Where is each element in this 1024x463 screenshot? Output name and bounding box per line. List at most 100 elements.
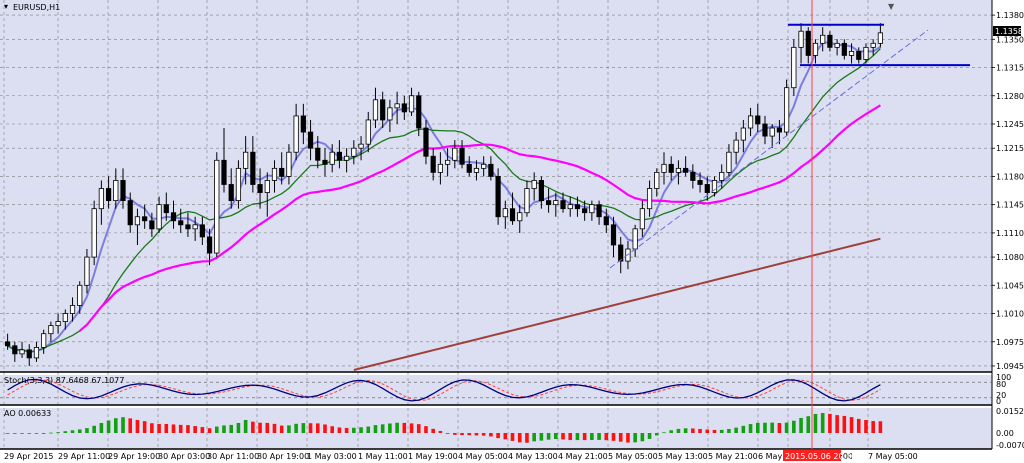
bear-candle (668, 163, 674, 173)
bull-candle (329, 151, 335, 165)
bear-candle (170, 212, 177, 222)
ao-bar-up (85, 428, 89, 433)
stochastic-panel[interactable] (0, 375, 992, 405)
ao-bar-down (611, 433, 616, 441)
ao-bar-up (366, 426, 371, 433)
bear-candle (495, 176, 501, 218)
bull-candle (733, 139, 739, 153)
bear-candle (380, 99, 386, 121)
ao-bar-up (352, 427, 356, 433)
price-tick-label: 1.1010 (996, 310, 1024, 319)
ao-bar-down (258, 422, 262, 433)
time-tick-label: 5 May 13:00 (658, 452, 708, 461)
ao-bar-up (63, 431, 68, 433)
bear-candle (610, 224, 617, 246)
ao-bar-down (402, 422, 407, 433)
ao-bar-down (157, 423, 161, 433)
bear-candle (257, 184, 263, 193)
time-tick-label: 21:00 (830, 452, 853, 461)
ao-bar-up (719, 429, 724, 433)
ao-bar-down (503, 433, 508, 440)
ao-bar-down (618, 433, 623, 442)
bear-candle (582, 208, 588, 214)
price-tick-label: 1.0975 (996, 338, 1024, 347)
ao-bar-down (323, 424, 327, 433)
bull-candle (394, 103, 400, 109)
ao-bar-down (207, 428, 212, 433)
bear-candle (762, 123, 768, 137)
ao-bar-up (792, 420, 796, 433)
bear-candle (776, 127, 783, 133)
bull-candle (387, 107, 393, 121)
ao-bar-up (647, 433, 652, 439)
ao-bar-down (691, 428, 695, 433)
bull-candle (531, 180, 537, 189)
bear-candle (697, 180, 703, 185)
bear-candle (560, 200, 566, 210)
ao-bar-up (49, 432, 53, 434)
ao-bar-up (727, 428, 731, 433)
bear-candle (704, 184, 710, 193)
chart-menu-icon[interactable]: ▾ (4, 2, 8, 11)
bear-candle (459, 147, 465, 165)
moving-averages (7, 41, 881, 371)
ao-bar-up (380, 424, 385, 433)
time-tick-label: 1 May 03:00 (307, 452, 357, 461)
ao-bar-down (416, 424, 421, 433)
ao-bar-up (784, 422, 789, 433)
time-tick-label: 29 Apr 2015 (4, 452, 53, 461)
drawn-lines[interactable] (609, 0, 970, 449)
ao-bar-up (546, 433, 551, 440)
ao-bar-down (41, 433, 46, 434)
bear-candle (221, 159, 227, 185)
bull-candle (264, 180, 270, 193)
bull-candle (235, 167, 242, 202)
ao-bar-down (777, 422, 782, 433)
bear-candle (250, 151, 256, 185)
ao-bar-down (337, 427, 342, 433)
bear-candle (538, 180, 544, 202)
bull-candle (408, 95, 415, 113)
bear-candle (805, 30, 811, 56)
bull-candle (639, 208, 645, 230)
bull-candle (271, 167, 278, 181)
time-tick-label: 4 May 05:00 (458, 452, 508, 461)
bear-candle (322, 159, 328, 165)
ao-bar-down (489, 433, 493, 437)
bull-candle (358, 143, 364, 149)
time-marker-value: 2015.05.06 20:30 (785, 452, 856, 461)
bear-candle (120, 180, 126, 202)
stochastic-lines (0, 378, 992, 402)
ao-bar-down (517, 433, 522, 443)
ao-bar-up (92, 425, 96, 433)
bear-candle (127, 200, 133, 226)
ao-bar-up (575, 433, 580, 441)
price-tick-label: 1.1215 (996, 144, 1024, 153)
ao-bar-down (842, 415, 847, 433)
bear-candle (206, 236, 213, 254)
bull-candle (719, 171, 725, 181)
bull-candle (344, 155, 350, 161)
bull-candle (41, 333, 47, 348)
price-tick-label: 1.0945 (996, 362, 1024, 371)
ao-bar-up (301, 423, 306, 433)
bull-candle (77, 284, 83, 306)
ao-bar-down (135, 419, 140, 433)
chart-shift-icon[interactable]: ▼ (888, 2, 895, 11)
time-tick-label: 30 Apr 03:00 (158, 452, 210, 461)
bear-candle (618, 244, 624, 262)
ao-bar-down (510, 433, 515, 441)
ao-bar-down (186, 425, 190, 433)
bull-candle (740, 127, 746, 141)
price-tick-label: 1.1245 (996, 120, 1024, 129)
bear-candle (307, 131, 314, 149)
ao-bar-up (669, 430, 674, 433)
bull-candle (437, 163, 443, 173)
current-price-value: 1.1358 (995, 27, 1023, 36)
bear-candle (841, 42, 847, 56)
trend-line-dashed (609, 29, 929, 269)
ao-bar-down (864, 419, 868, 433)
stoch-scale-label: 0 (996, 397, 1001, 406)
